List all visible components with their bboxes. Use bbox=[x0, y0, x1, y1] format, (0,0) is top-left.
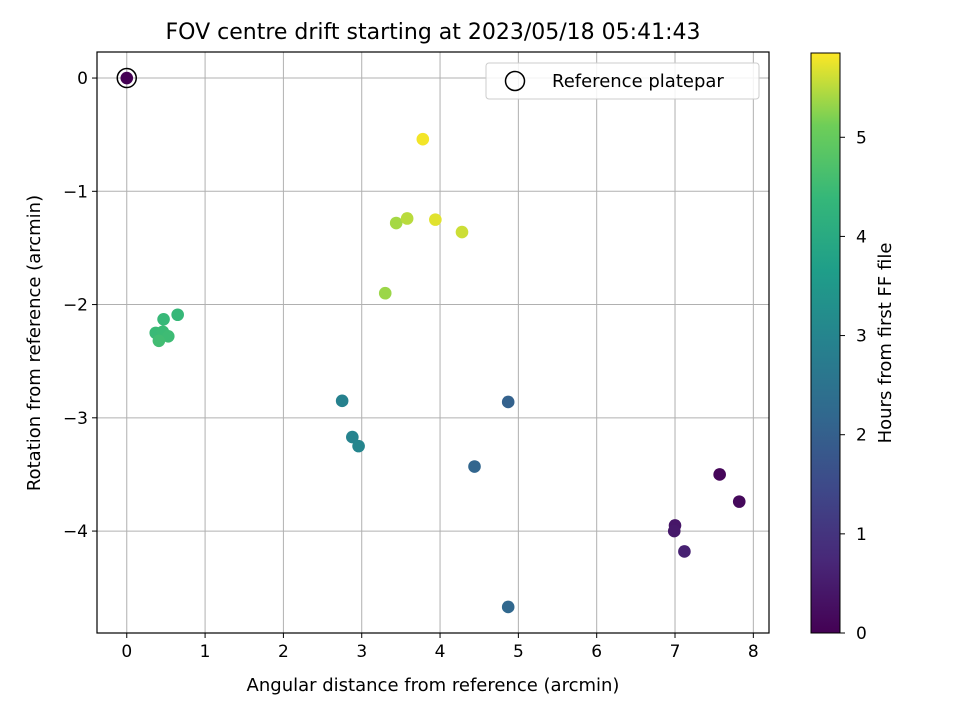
colorbar-tick-label: 0 bbox=[856, 624, 867, 644]
x-tick-label: 1 bbox=[200, 642, 211, 662]
data-point bbox=[400, 212, 414, 225]
data-point bbox=[732, 495, 746, 508]
data-point bbox=[346, 430, 359, 444]
x-tick-label: 6 bbox=[591, 642, 602, 662]
data-point bbox=[667, 524, 681, 538]
data-point bbox=[678, 545, 691, 558]
legend-box bbox=[485, 62, 760, 100]
y-axis-label: Rotation from reference (arcmin) bbox=[24, 195, 45, 491]
data-point bbox=[468, 460, 481, 473]
data-point bbox=[429, 213, 442, 226]
x-axis-label: Angular distance from reference (arcmin) bbox=[247, 675, 620, 696]
colorbar-label: Hours from first FF file bbox=[875, 243, 896, 444]
colorbar: 0 1 2 3 4 5 Hours from first FF file bbox=[810, 52, 896, 644]
y-tick-label: −2 bbox=[63, 296, 88, 316]
y-tick-label: −1 bbox=[63, 182, 88, 202]
x-tick-label: 8 bbox=[748, 642, 759, 662]
legend-label: Reference platepar bbox=[552, 71, 724, 92]
x-tick-label: 5 bbox=[513, 642, 524, 662]
colorbar-tick-label: 3 bbox=[856, 327, 867, 347]
data-point bbox=[161, 329, 175, 343]
plot-frame bbox=[96, 51, 770, 634]
y-tick-label: 0 bbox=[77, 69, 88, 89]
y-tick-label: −3 bbox=[63, 409, 88, 429]
data-point bbox=[389, 216, 403, 230]
data-point bbox=[501, 600, 515, 614]
x-tick-label: 3 bbox=[356, 642, 367, 662]
data-point bbox=[152, 334, 166, 348]
y-tick-label: −4 bbox=[63, 522, 88, 542]
x-axis: 0 1 2 3 4 5 6 7 8 bbox=[121, 633, 759, 662]
x-tick-label: 4 bbox=[435, 642, 446, 662]
colorbar-gradient bbox=[810, 52, 841, 634]
data-point bbox=[378, 286, 392, 300]
data-point bbox=[120, 71, 134, 85]
chart-title: FOV centre drift starting at 2023/05/18 … bbox=[166, 20, 701, 45]
data-point bbox=[416, 132, 430, 146]
reference-platepar-marker bbox=[116, 67, 138, 89]
data-point bbox=[171, 308, 184, 322]
data-point bbox=[335, 394, 349, 408]
colorbar-tick-label: 4 bbox=[856, 227, 867, 247]
x-tick-label: 2 bbox=[278, 642, 289, 662]
x-tick-label: 0 bbox=[121, 642, 132, 662]
data-points bbox=[116, 67, 746, 614]
colorbar-tick-label: 5 bbox=[856, 128, 867, 148]
colorbar-ticks: 0 1 2 3 4 5 bbox=[840, 128, 867, 644]
legend: Reference platepar bbox=[485, 62, 760, 100]
data-point bbox=[352, 439, 365, 453]
data-point bbox=[713, 468, 726, 481]
x-tick-label: 7 bbox=[670, 642, 681, 662]
data-point bbox=[501, 395, 515, 409]
colorbar-tick-label: 1 bbox=[856, 525, 867, 545]
y-axis: 0 −1 −2 −3 −4 bbox=[63, 69, 97, 542]
data-point bbox=[455, 225, 469, 239]
colorbar-tick-label: 2 bbox=[856, 426, 867, 446]
legend-marker-icon bbox=[504, 70, 526, 92]
data-point bbox=[157, 312, 170, 326]
